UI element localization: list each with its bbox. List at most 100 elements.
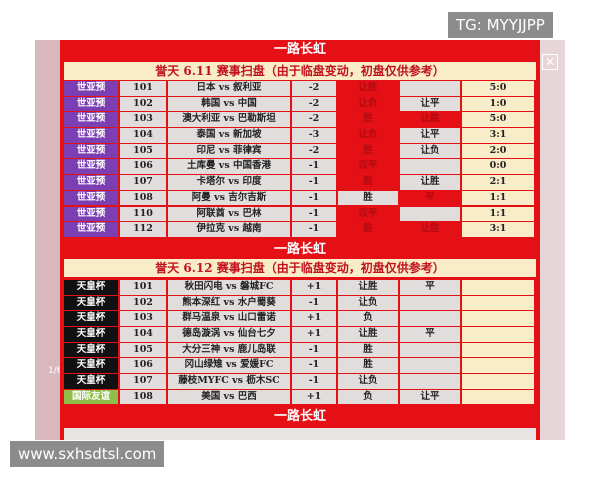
pick-1-cell: 让负 [338,128,398,143]
match-cell: 阿曼 vs 吉尔吉斯 [168,190,290,206]
handicap-cell: -1 [292,206,336,221]
close-icon[interactable]: ✕ [542,54,558,70]
category-cell: 世亚预 [64,175,118,190]
score-cell: 1:0 [462,96,534,112]
handicap-cell: -1 [292,159,336,174]
pick-1-cell: 胜 [338,190,398,206]
score-cell [462,374,534,389]
match-cell: 秋田闪电 vs 磐城FC [168,280,290,295]
match-number-cell: 108 [120,389,166,405]
handicap-cell: +1 [292,280,336,295]
pick-2-cell: 让胜 [400,175,460,190]
banner-bottom: 一路长虹 [273,409,326,424]
pick-2-cell [400,358,460,373]
pick-2-cell [400,311,460,326]
score-cell [462,327,534,342]
handicap-cell: -1 [292,222,336,237]
handicap-cell: -1 [292,342,336,358]
match-number-cell: 101 [120,280,166,295]
pick-2-cell [400,342,460,358]
match-cell: 印尼 vs 菲律宾 [168,143,290,159]
score-cell: 2:1 [462,175,534,190]
match-number-cell: 107 [120,175,166,190]
category-cell: 世亚预 [64,222,118,237]
category-cell: 世亚预 [64,112,118,127]
match-table-612: 天皇杯 101 秋田闪电 vs 磐城FC +1 让胜平天皇杯 102 熊本深红 vs 水户蜀… [64,280,536,406]
pick-2-cell [400,159,460,174]
table-row: 天皇杯 102 熊本深红 vs 水户蜀葵 -1 让负 [64,295,536,312]
table-row: 世亚预 102 韩国 vs 中国 -2 让负 让平 1:0 [64,96,536,113]
pick-1-cell: 让胜 [338,327,398,342]
pick-1-cell: 双平 [338,206,398,221]
category-cell: 天皇杯 [64,374,118,389]
match-number-cell: 102 [120,295,166,311]
pick-1-cell: 胜 [338,143,398,159]
score-cell: 1:1 [462,190,534,206]
watermark-top: TG: MYYJJPP [448,12,553,38]
category-cell: 世亚预 [64,206,118,221]
table-header-611: 誉天 6.11 赛事扫盘（由于临盘变动，初盘仅供参考） [64,62,536,80]
pick-1-cell: 胜 [338,112,398,127]
table-row: 世亚预 104 泰国 vs 新加坡 -3 让负 让平 3:1 [64,128,536,144]
handicap-cell: -2 [292,81,336,96]
pick-1-cell: 胜 [338,342,398,358]
pick-2-cell: 让平 [400,128,460,143]
handicap-cell: -2 [292,112,336,127]
match-number-cell: 110 [120,206,166,221]
match-number-cell: 106 [120,358,166,373]
pick-1-cell: 让负 [338,374,398,389]
score-cell: 5:0 [462,81,534,96]
match-number-cell: 108 [120,190,166,206]
score-cell [462,342,534,358]
category-cell: 世亚预 [64,159,118,174]
table-row: 世亚预 112 伊拉克 vs 越南 -1 胜让胜 3:1 [64,222,536,238]
score-cell: 5:0 [462,112,534,127]
table-row: 世亚预 106 土库曼 vs 中国香港 -1 双平 0:0 [64,159,536,175]
table-row: 世亚预 107 卡塔尔 vs 印度 -1 胜让胜 2:1 [64,175,536,191]
pick-2-cell [400,295,460,311]
pick-2-cell: 平 [400,280,460,295]
score-cell [462,389,534,405]
handicap-cell: -1 [292,374,336,389]
score-cell: 2:0 [462,143,534,159]
table-header-612: 誉天 6.12 赛事扫盘（由于临盘变动，初盘仅供参考） [64,259,536,277]
match-number-cell: 105 [120,143,166,159]
match-number-cell: 106 [120,159,166,174]
match-cell: 卡塔尔 vs 印度 [168,175,290,190]
match-cell: 冈山绿雉 vs 爱媛FC [168,358,290,373]
category-cell: 世亚预 [64,81,118,96]
category-cell: 世亚预 [64,143,118,159]
pick-2-cell: 平 [400,327,460,342]
table-row: 天皇杯 101 秋田闪电 vs 磐城FC +1 让胜平 [64,280,536,296]
handicap-cell: +1 [292,389,336,405]
match-cell: 泰国 vs 新加坡 [168,128,290,143]
pick-2-cell: 让平 [400,389,460,405]
pick-2-cell [400,374,460,389]
viewer-side-panel [540,40,565,440]
table-row: 天皇杯 103 群马温泉 vs 山口雷诺 +1 负 [64,311,536,327]
category-cell: 世亚预 [64,128,118,143]
pick-2-cell: 让胜 [400,222,460,237]
handicap-cell: -1 [292,190,336,206]
match-cell: 熊本深红 vs 水户蜀葵 [168,295,290,311]
match-number-cell: 104 [120,327,166,342]
match-number-cell: 112 [120,222,166,237]
category-cell: 国际友谊 [64,389,118,405]
pick-2-cell: 平 [400,190,460,206]
photo-strip [64,428,536,440]
watermark-bottom: www.sxhsdtsl.com [10,441,165,467]
score-cell: 1:1 [462,206,534,221]
score-cell: 3:1 [462,128,534,143]
pick-1-cell: 双平 [338,159,398,174]
banner-middle: 一路长虹 [273,242,326,257]
table-row: 天皇杯 106 冈山绿雉 vs 爱媛FC -1 胜 [64,358,536,374]
table-row: 世亚预 105 印尼 vs 菲律宾 -2 胜让负 2:0 [64,143,536,160]
match-number-cell: 104 [120,128,166,143]
pick-1-cell: 让负 [338,295,398,311]
match-cell: 日本 vs 叙利亚 [168,81,290,96]
category-cell: 天皇杯 [64,358,118,373]
handicap-cell: -3 [292,128,336,143]
handicap-cell: +1 [292,327,336,342]
match-cell: 德岛漩涡 vs 仙台七夕 [168,327,290,342]
match-cell: 大分三神 vs 鹿儿岛联 [168,342,290,358]
